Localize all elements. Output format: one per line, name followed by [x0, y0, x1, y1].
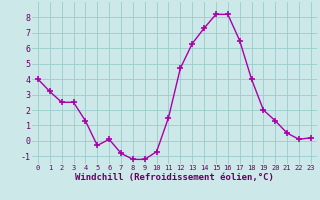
X-axis label: Windchill (Refroidissement éolien,°C): Windchill (Refroidissement éolien,°C) — [75, 173, 274, 182]
